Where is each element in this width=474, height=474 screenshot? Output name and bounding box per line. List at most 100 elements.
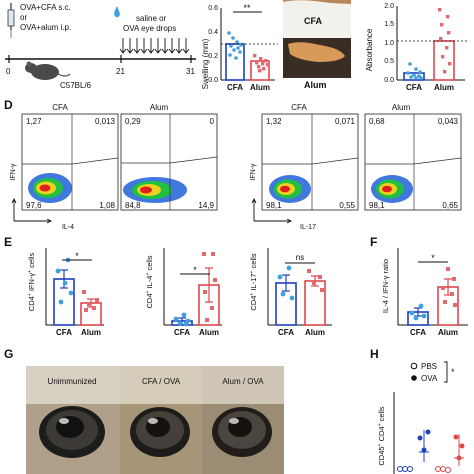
panel-letter-e: E (4, 235, 12, 249)
h-legend-pbs: PBS (421, 362, 437, 371)
h-error-ova (419, 430, 429, 462)
e1-ylabel: CD4+ IFN-γ+ cells (27, 253, 36, 312)
absorbance-y-ticks: 0.0 0.5 1.0 1.5 2.0 (384, 3, 394, 84)
quadrant-tl: 1,27 (26, 117, 42, 126)
e1-xtick-alum: Alum (81, 328, 101, 337)
e2-sig-label: * (193, 265, 197, 275)
eye-photo-cfa-ova: CFA / OVA (120, 366, 202, 474)
swelling-xtick-alum: Alum (250, 83, 270, 92)
density-cloud (371, 175, 413, 203)
e3-points-cfa (277, 265, 295, 301)
flow-ylabel-ifng-1: IFN-γ (10, 163, 17, 181)
timeline-text-1: OVA+CFA s.c. (20, 3, 71, 12)
absorbance-bar-alum (433, 40, 455, 81)
e2-points-cfa (173, 312, 191, 327)
panel-letter-f: F (370, 235, 377, 249)
day-21-label: 21 (116, 67, 125, 76)
e3-xtick-alum: Alum (305, 328, 325, 337)
absorbance-chart: Absorbance 0.0 0.5 1.0 1.5 2.0 CFA Alum (365, 3, 468, 92)
absorbance-ytick: 0.5 (384, 58, 394, 65)
absorbance-points-cfa (406, 62, 423, 80)
flow-title-3: CFA (291, 103, 307, 112)
swelling-ylabel: Swelling (mm) (201, 38, 210, 89)
h-points-pbs (397, 466, 413, 472)
f-xtick-alum: Alum (438, 328, 458, 337)
absorbance-ytick: 1.0 (384, 40, 394, 47)
timeline-panel: OVA+CFA s.c. or OVA+alum i.p. saline or … (5, 3, 196, 90)
e3-sig-label: ns (296, 253, 304, 262)
paw-label-alum: Alum (304, 80, 327, 90)
flow-ylabel-ifng-2: IFN-γ (250, 163, 257, 181)
h-sig-label: * (451, 367, 455, 377)
absorbance-xtick-cfa: CFA (406, 83, 422, 92)
swelling-ytick: 0.2 (208, 53, 218, 60)
h-points-ova-2 (453, 434, 465, 461)
swelling-sig-label: ** (243, 3, 251, 13)
paw-photos: CFA Alum (283, 0, 351, 90)
quadrant-tr: 0,071 (335, 117, 356, 126)
e1-points-alum (82, 290, 99, 312)
flow-plot-cfa-il17: 1,32 0,071 98,1 0,55 (261, 113, 359, 211)
flow-plot-alum-il4: 0,29 0 84,8 14,9 (120, 113, 218, 211)
e2-ylabel-mid: IL-4 (145, 276, 154, 289)
swelling-points-cfa (227, 31, 243, 60)
h-ylabel-1: CD45 (377, 446, 386, 465)
quadrant-tl: 1,32 (266, 117, 282, 126)
eye-label-alum-ova: Alum / OVA (222, 377, 264, 386)
eye-photo-alum-ova: Alum / OVA (202, 366, 284, 474)
swelling-ytick: 0.4 (208, 29, 218, 36)
quadrant-tl: 0,68 (369, 117, 385, 126)
eye-photos: Unimmunized CFA / OVA Alum / OVA (26, 366, 284, 474)
quadrant-br: 0,65 (442, 201, 458, 210)
panel-letter-d: D (4, 98, 13, 112)
h-legend: PBS OVA * (410, 361, 455, 383)
h-legend-pbs-marker (410, 362, 418, 370)
h-legend-bracket (444, 361, 448, 383)
e3-error-cfa (282, 274, 290, 292)
absorbance-points-alum (438, 8, 452, 74)
absorbance-ytick: 0.0 (384, 77, 394, 84)
panel-letter-g: G (4, 347, 13, 361)
drops-text-1: saline or (136, 14, 167, 23)
eye-label-cfa-ova: CFA / OVA (142, 377, 181, 386)
e1-ylabel-mid: IFN-γ (27, 273, 36, 292)
e2-ylabel: CD4+ IL-4+ cells (145, 255, 154, 308)
e2-xtick-cfa: CFA (174, 328, 190, 337)
e1-ylabel-pre: CD4 (27, 296, 36, 311)
density-cloud (269, 175, 311, 203)
f-ylabel: IL-4 / IFN-γ ratio (381, 259, 390, 313)
absorbance-ytick: 2.0 (384, 3, 394, 10)
f-xtick-cfa: CFA (410, 328, 426, 337)
absorbance-xtick-alum: Alum (434, 83, 454, 92)
h-ylabel-3: cells (377, 406, 386, 421)
flow-title-1: CFA (52, 103, 68, 112)
swelling-bar-alum (250, 60, 270, 81)
quadrant-bl: 97,6 (26, 201, 42, 210)
h-error-ova-2 (454, 434, 464, 466)
day-31-label: 31 (186, 67, 195, 76)
e-chart-il17: CD4+ IL-17+ cells ns CFA Alum (249, 248, 332, 337)
e2-ylabel-pre: CD4 (145, 293, 154, 308)
flow-plot-alum-il17: 0,68 0,043 98,1 0,65 (364, 113, 462, 211)
e1-ylabel-post: cells (27, 253, 36, 268)
absorbance-ytick: 1.5 (384, 21, 394, 28)
e1-xtick-cfa: CFA (56, 328, 72, 337)
quadrant-tr: 0 (210, 117, 215, 126)
density-cloud (123, 177, 187, 203)
e1-sig-label: * (75, 251, 79, 261)
syringe-icon (7, 3, 15, 38)
e3-xtick-cfa: CFA (278, 328, 294, 337)
quadrant-bl: 98,1 (369, 201, 385, 210)
paw-photo-cfa (283, 0, 351, 38)
f-points-cfa (409, 303, 427, 321)
swelling-ytick: 0.6 (208, 5, 218, 12)
eye-drop-icon (114, 6, 120, 18)
e2-ylabel-post: cells (145, 255, 154, 270)
paw-label-cfa: CFA (304, 16, 323, 26)
timeline-text-3: OVA+alum i.p. (20, 23, 71, 32)
strain-label: C57BL/6 (60, 81, 92, 90)
h-legend-ova: OVA (421, 374, 438, 383)
flow-xlabel-il4: IL-4 (62, 224, 74, 231)
paw-cfa-shape (283, 0, 351, 4)
